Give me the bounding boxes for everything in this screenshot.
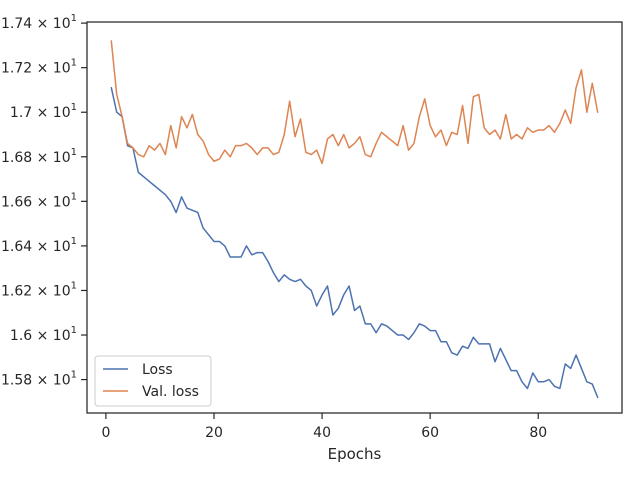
plot-area: [87, 22, 622, 413]
legend-label-loss: Loss: [142, 362, 173, 378]
y-tick-label: 1.74 × 101: [1, 13, 77, 32]
x-axis-label: Epochs: [328, 445, 382, 463]
y-tick-label: 1.7 × 101: [10, 102, 77, 121]
x-tick-label: 80: [529, 425, 547, 441]
legend: Loss Val. loss: [94, 355, 212, 407]
plot-frame: [86, 21, 623, 414]
y-axis-ticks: 1.58 × 101 1.6 × 101 1.62 × 101 1.64 × 101 1…: [1, 13, 87, 389]
y-tick-label: 1.64 × 101: [1, 236, 77, 255]
y-tick-label: 1.68 × 101: [1, 147, 77, 166]
y-tick-label: 1.6 × 101: [10, 325, 77, 344]
y-tick-label: 1.72 × 101: [1, 58, 77, 77]
x-axis-ticks: 0 20 40 60 80: [101, 413, 547, 441]
legend-label-val-loss: Val. loss: [142, 384, 199, 400]
series-line-val-loss: [110, 40, 599, 165]
x-tick-label: 40: [313, 425, 331, 441]
y-tick-label: 1.58 × 101: [1, 370, 77, 389]
series-line-loss: [110, 86, 599, 399]
y-tick-label: 1.62 × 101: [1, 280, 77, 299]
x-tick-label: 0: [101, 425, 110, 441]
series-layer: [110, 40, 599, 399]
y-tick-label: 1.66 × 101: [1, 191, 77, 210]
x-tick-label: 60: [421, 425, 439, 441]
x-tick-label: 20: [205, 425, 223, 441]
